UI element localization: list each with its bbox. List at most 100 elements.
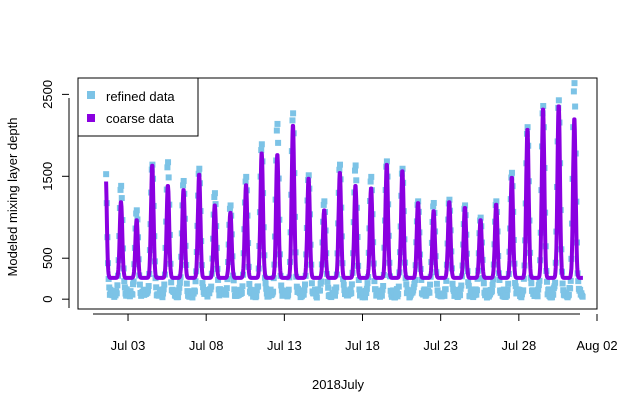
refined-data-point	[333, 284, 340, 291]
refined-data-point	[403, 281, 410, 288]
refined-data-point	[316, 287, 323, 294]
refined-data-point	[168, 279, 175, 286]
refined-data-point	[465, 282, 472, 289]
x-tick-label: Jul 13	[267, 338, 302, 353]
refined-data-point	[434, 287, 441, 294]
refined-data-point	[433, 280, 440, 287]
refined-data-point	[577, 286, 584, 293]
refined-data-point	[567, 277, 574, 284]
refined-data-point	[103, 171, 110, 178]
refined-data-point	[457, 292, 464, 299]
refined-data-point	[579, 293, 586, 300]
refined-data-point	[117, 186, 124, 193]
refined-data-point	[278, 282, 285, 289]
refined-data-point	[114, 282, 121, 289]
y-axis-ticks: 0 500 1500 2500	[40, 80, 69, 303]
refined-data-point	[488, 287, 495, 294]
refined-data-point	[355, 277, 362, 284]
legend-label-coarse: coarse data	[106, 111, 175, 126]
refined-data-point	[364, 280, 371, 287]
x-axis-label: 2018July	[312, 377, 365, 392]
refined-data-point	[399, 165, 406, 172]
refined-data-point	[211, 190, 218, 197]
refined-data-point	[332, 288, 339, 295]
refined-data-point	[371, 278, 378, 285]
refined-data-point	[430, 203, 437, 210]
refined-data-point	[575, 278, 582, 285]
refined-data-point	[159, 294, 166, 301]
refined-data-point	[161, 281, 168, 288]
refined-data-point	[543, 278, 550, 285]
refined-data-point	[489, 281, 496, 288]
refined-data-point	[289, 117, 296, 124]
refined-data-point	[133, 207, 140, 214]
y-tick-label: 500	[40, 247, 55, 269]
refined-data-point	[559, 280, 566, 287]
data-layer	[103, 80, 586, 301]
refined-data-point	[180, 177, 187, 184]
refined-data-point	[274, 120, 281, 127]
refined-data-point	[165, 174, 172, 181]
refined-data-point	[258, 147, 265, 154]
refined-data-point	[528, 280, 535, 287]
refined-data-point	[305, 172, 312, 179]
refined-data-point	[336, 166, 343, 173]
refined-data-point	[352, 162, 359, 169]
refined-data-point	[189, 294, 196, 301]
refined-data-point	[560, 287, 567, 294]
refined-data-point	[196, 165, 203, 172]
refined-data-point	[533, 290, 540, 297]
refined-data-point	[524, 124, 531, 131]
refined-data-point	[262, 280, 269, 287]
refined-data-point	[442, 286, 449, 293]
refined-data-point	[395, 290, 402, 297]
refined-data-point	[164, 164, 171, 171]
refined-data-point	[535, 286, 542, 293]
legend-label-refined: refined data	[106, 89, 175, 104]
legend: refined data coarse data	[77, 77, 199, 137]
refined-data-point	[426, 289, 433, 296]
refined-data-point	[206, 290, 213, 297]
refined-data-point	[321, 198, 328, 205]
refined-data-point	[362, 294, 369, 301]
refined-data-point	[347, 286, 354, 293]
refined-data-point	[512, 283, 519, 290]
refined-data-point	[493, 198, 500, 205]
refined-data-point	[380, 283, 387, 290]
refined-data-point	[243, 173, 250, 180]
refined-data-point	[165, 159, 172, 166]
refined-data-point	[246, 280, 253, 287]
refined-data-point	[130, 278, 137, 285]
refined-data-point	[477, 214, 484, 221]
refined-data-point	[410, 287, 417, 294]
refined-data-point	[176, 284, 183, 291]
x-tick-label: Jul 08	[189, 338, 224, 353]
x-tick-label: Aug 02	[576, 338, 617, 353]
refined-data-point	[465, 279, 472, 286]
refined-data-point	[223, 291, 230, 298]
refined-data-point	[123, 286, 130, 293]
refined-data-point	[446, 196, 453, 203]
refined-data-point	[160, 290, 167, 297]
refined-data-point	[140, 286, 147, 293]
refined-data-point	[118, 182, 125, 189]
refined-data-point	[534, 293, 541, 300]
y-tick-label: 1500	[40, 162, 55, 191]
refined-data-point	[160, 286, 167, 293]
refined-data-point	[285, 286, 292, 293]
refined-data-point	[301, 281, 308, 288]
refined-data-point	[552, 279, 559, 286]
refined-data-point	[239, 283, 246, 290]
refined-data-point	[145, 287, 152, 294]
refined-data-point	[318, 278, 325, 285]
refined-data-point	[215, 276, 222, 283]
refined-data-point	[136, 281, 143, 288]
refined-data-point	[204, 293, 211, 300]
refined-data-point	[253, 293, 260, 300]
refined-data-point	[550, 291, 557, 298]
coarse-data-line	[104, 104, 585, 280]
refined-data-point	[308, 280, 315, 287]
refined-data-point	[367, 178, 374, 185]
refined-data-point	[353, 177, 360, 184]
